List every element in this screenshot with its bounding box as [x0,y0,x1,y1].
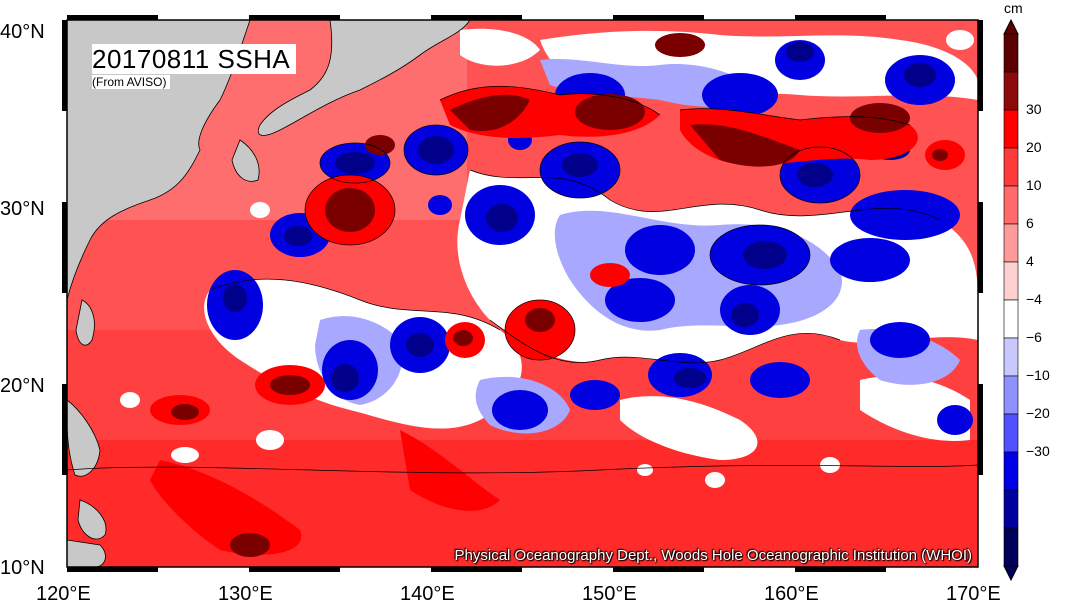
y-tick-10: 10°N [0,557,45,579]
colorbar-swatch [1003,185,1019,225]
colorbar-swatch [1003,527,1019,567]
colorbar-label: 6 [1026,215,1034,231]
colorbar-swatch [1003,489,1019,529]
colorbar-top-arrow [1003,18,1019,35]
land-areas [67,20,471,567]
x-tick-130: 130°E [218,583,273,605]
map-frame [66,19,979,568]
colorbar-swatch [1003,451,1019,491]
x-tick-150: 150°E [582,583,637,605]
colorbar-swatch [1003,71,1019,111]
x-tick-170: 170°E [946,583,1001,605]
colorbar-swatch [1003,299,1019,339]
colorbar-label: −10 [1026,367,1050,383]
border-ticks [62,15,983,572]
neutral-patches [120,30,974,488]
colorbar-label: 4 [1026,253,1034,269]
colorbar-label: −30 [1026,443,1050,459]
colorbar-label: 30 [1026,101,1042,117]
colorbar [1003,18,1019,582]
y-tick-20: 20°N [0,375,45,397]
colorbar-swatch [1003,109,1019,149]
colorbar-label: −20 [1026,405,1050,421]
map-title: 20170811 SSHA [92,44,297,74]
colorbar-unit: cm [1004,0,1023,16]
colorbar-swatch [1003,375,1019,415]
colorbar-swatch [1003,261,1019,301]
colorbar-swatch [1003,147,1019,187]
x-tick-140: 140°E [400,583,455,605]
y-tick-30: 30°N [0,198,45,220]
colorbar-swatch [1003,413,1019,453]
x-tick-120: 120°E [36,583,91,605]
y-tick-40: 40°N [0,21,45,43]
colorbar-bottom-arrow [1003,565,1019,582]
colorbar-label: −6 [1026,329,1042,345]
colorbar-swatch [1003,223,1019,263]
colorbar-label: −4 [1026,291,1042,307]
colorbar-label: 20 [1026,139,1042,155]
map-field [67,20,978,567]
map-subtitle: (From AVISO) [92,75,171,89]
colorbar-swatch [1003,33,1019,73]
colorbar-label: 10 [1026,177,1042,193]
x-tick-160: 160°E [764,583,819,605]
credit-text: Physical Oceanography Dept., Woods Hole … [454,547,972,564]
contour-lines [67,85,978,474]
colorbar-swatch [1003,337,1019,377]
strong-positive-cores [171,33,948,557]
